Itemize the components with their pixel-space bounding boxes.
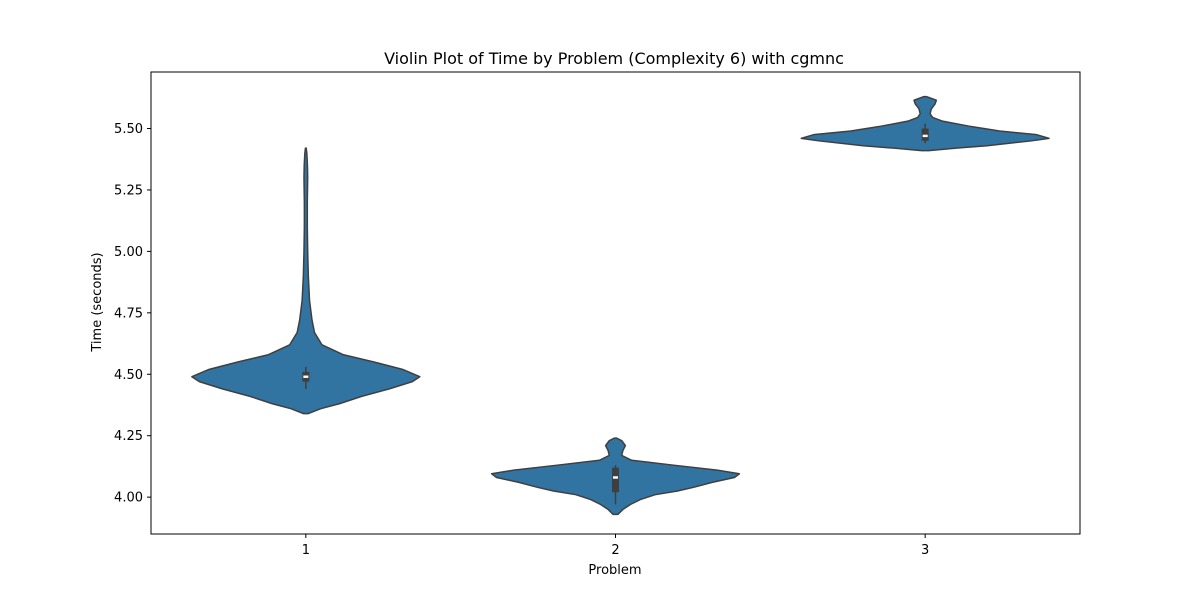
y-tick-label: 4.25 [114, 429, 143, 444]
x-axis-label: Problem [588, 563, 641, 578]
y-tick-label: 5.25 [114, 183, 143, 198]
x-tick-label: 2 [611, 543, 619, 558]
y-axis: 4.00 4.25 4.50 4.75 5.00 5.25 5.50 [114, 122, 151, 506]
violin-1 [191, 147, 421, 415]
x-tick-label: 1 [302, 543, 310, 558]
violin-median-1 [303, 375, 309, 378]
violin-box-3 [921, 128, 929, 141]
x-axis: 1 2 3 [302, 534, 929, 558]
violins-layer [191, 95, 1050, 516]
violin-median-3 [922, 134, 928, 138]
y-axis-label: Time (seconds) [90, 252, 105, 352]
chart-title: Violin Plot of Time by Problem (Complexi… [384, 49, 844, 68]
y-tick-label: 4.50 [114, 368, 143, 383]
y-tick-label: 5.00 [114, 245, 143, 260]
y-tick-label: 5.50 [114, 122, 143, 137]
plot-frame [150, 71, 1081, 535]
y-tick-label: 4.75 [114, 306, 143, 321]
violin-3 [800, 95, 1050, 152]
violin-median-2 [613, 476, 618, 479]
y-tick-label: 4.00 [114, 491, 143, 506]
x-tick-label: 3 [921, 543, 929, 558]
violin-box-2 [612, 467, 619, 493]
